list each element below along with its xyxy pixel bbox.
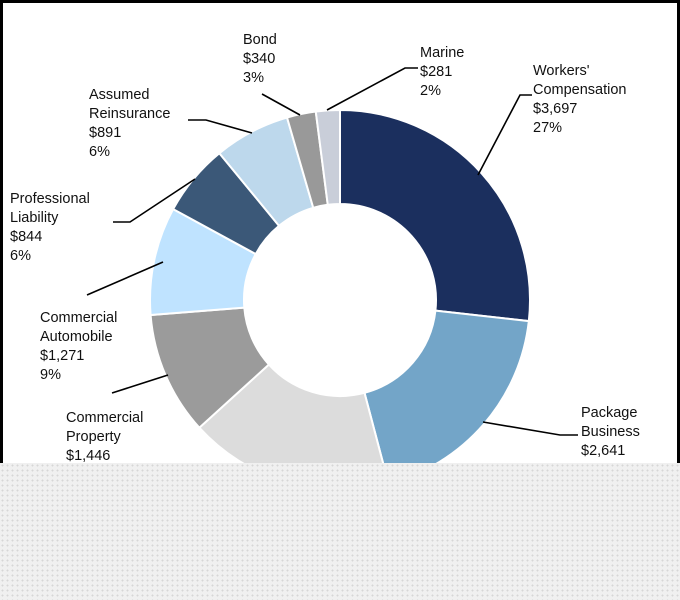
leader-line-8 [326, 67, 418, 111]
donut-slices [149, 108, 531, 491]
leader-line-1 [482, 421, 578, 436]
slice-label-8: Marine $281 2% [420, 45, 464, 99]
leader-line-5 [113, 178, 196, 223]
cropped-area [0, 463, 680, 600]
slice-label-5: Professional Liability $844 6% [10, 191, 90, 264]
leader-line-7 [261, 93, 301, 116]
leader-line-0 [477, 94, 532, 176]
slice-label-0: Workers' Compensation $3,697 27% [533, 63, 627, 136]
leader-line-4 [86, 261, 164, 296]
slice-label-6: Assumed Reinsurance $891 6% [89, 87, 170, 160]
chart-frame [0, 0, 680, 469]
donut-slice-1 [363, 309, 530, 485]
slice-label-7: Bond $340 3% [243, 32, 277, 86]
leader-line-6 [188, 119, 253, 134]
leader-line-3 [111, 374, 169, 394]
donut-slice-8 [314, 108, 341, 206]
slice-label-4: Commercial Automobile $1,271 9% [40, 310, 117, 383]
leader-lines [86, 67, 578, 436]
donut-slice-0 [339, 108, 531, 323]
